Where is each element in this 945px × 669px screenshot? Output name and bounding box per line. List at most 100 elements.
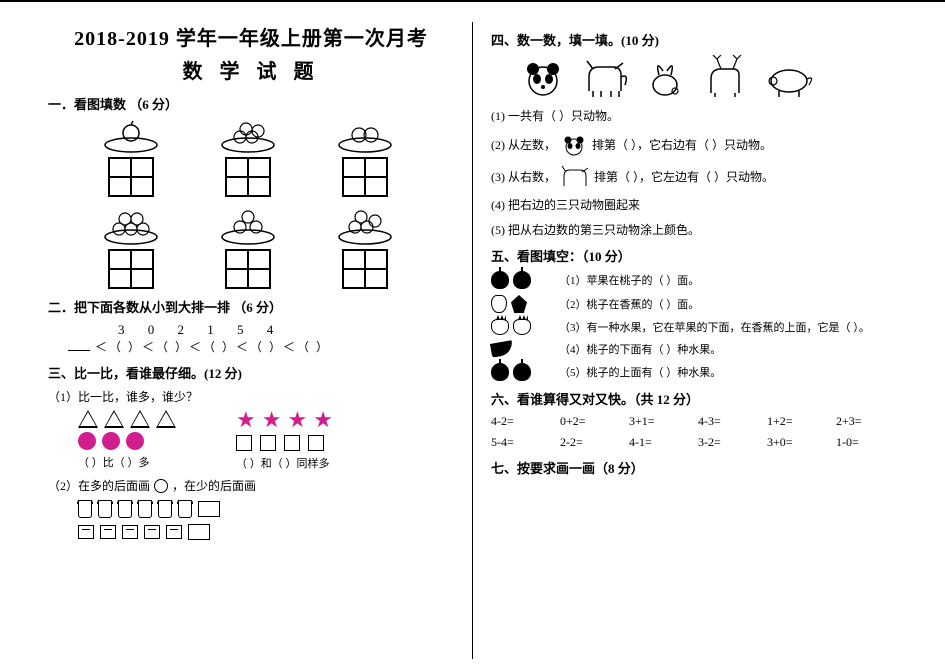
exam-page: 2018-2019 学年一年级上册第一次月考 数 学 试 题 一．看图填数 （6… xyxy=(0,0,945,669)
q3-p2-mid: ，在少的后面画 xyxy=(172,477,256,494)
square-icon xyxy=(308,435,324,451)
arith-item: 4-3= xyxy=(698,414,759,429)
circle-icon xyxy=(102,432,120,450)
circle-icon xyxy=(126,432,144,450)
q5-heading: 五、看图填空：（10 分） xyxy=(491,246,897,265)
q3-heading: 三、比一比，看谁最仔细。(12 分) xyxy=(48,363,454,382)
banana-icon xyxy=(490,340,514,358)
books-row xyxy=(78,524,454,540)
arith-item: 3+0= xyxy=(767,435,828,450)
q2-compare-line: ＜（ ）＜（ ）＜（ ）＜（ ）＜（ ） xyxy=(68,338,454,355)
apple-row-icons xyxy=(491,271,551,289)
q6-arith-grid: 4-2= 0+2= 3+1= 4-3= 1+2= 2+3= 5-4= 2-2= … xyxy=(491,414,897,450)
cup-icon xyxy=(138,500,152,518)
star-icon: ★ xyxy=(287,409,307,431)
q5-r2: （2）桃子在香蕉的（ ）面。 xyxy=(559,296,897,312)
plate-group xyxy=(205,207,292,289)
triangle-icon xyxy=(78,410,98,428)
circle-icon xyxy=(78,432,96,450)
star-row: ★ ★ ★ ★ xyxy=(236,409,333,431)
q3-left-shapes: （ ）比（ ）多 xyxy=(78,410,176,470)
cup-icon xyxy=(118,500,132,518)
q3-right-shapes: ★ ★ ★ ★ （ ）和（ ）同样多 xyxy=(236,409,333,471)
q5-r5: （5）桃子的上面有（ ）种水果。 xyxy=(559,364,897,380)
arith-item: 3+1= xyxy=(629,414,690,429)
answer-box xyxy=(198,501,220,517)
animal-row xyxy=(521,55,897,97)
arith-item: 0+2= xyxy=(560,414,621,429)
arith-item: 5-4= xyxy=(491,435,552,450)
q4-line1: (1) 一共有（ ）只动物。 xyxy=(491,107,897,124)
arith-item: 4-2= xyxy=(491,414,552,429)
q6-heading: 六、看谁算得又对又快。（共 12 分） xyxy=(491,389,897,408)
q3-p2: （2）在多的后面画 ，在少的后面画 xyxy=(48,477,454,494)
strawberry-icon xyxy=(513,319,531,335)
apple-icon xyxy=(513,363,531,381)
plate-5-icon xyxy=(101,207,161,245)
answer-box xyxy=(188,524,210,540)
cup-icon xyxy=(78,500,92,518)
q3-right-label: （ ）和（ ）同样多 xyxy=(236,455,333,471)
plate-4-icon xyxy=(218,119,278,153)
arith-item: 2+3= xyxy=(836,414,897,429)
book-icon xyxy=(144,525,160,539)
q4-heading: 四、数一数，填一填。(10 分) xyxy=(491,30,897,49)
cup-icon xyxy=(158,500,172,518)
q5-r3: （3）有一种水果，它在苹果的下面，在香蕉的上面，它是（ ）。 xyxy=(559,319,897,335)
q2-numbers: 3 0 2 1 5 4 xyxy=(118,322,454,338)
plate-1-icon xyxy=(101,119,161,153)
square-icon xyxy=(284,435,300,451)
apple-icon xyxy=(491,363,509,381)
apple-icon xyxy=(513,271,531,289)
square-icon xyxy=(236,435,252,451)
q3-left-label: （ ）比（ ）多 xyxy=(78,454,176,470)
plate-group xyxy=(88,207,175,289)
q4-l2a: (2) 从左数， xyxy=(491,136,556,153)
triangle-outline-icon xyxy=(260,480,274,492)
answer-grid xyxy=(225,249,271,289)
apple2-row-icons xyxy=(491,363,551,381)
q3-p1: （1）比一比，谁多，谁少？ xyxy=(48,388,454,405)
q2-heading: 二．把下面各数从小到大排一排 （6 分） xyxy=(48,297,454,316)
left-column: 2018-2019 学年一年级上册第一次月考 数 学 试 题 一．看图填数 （6… xyxy=(30,22,473,659)
arith-item: 4-1= xyxy=(629,435,690,450)
dog-small-icon xyxy=(560,164,590,188)
q3-cups-books xyxy=(78,500,454,540)
q4-line2: (2) 从左数， 排第（ ），它右边有（ ）只动物。 xyxy=(491,132,897,156)
answer-grid xyxy=(225,157,271,197)
plate-3-icon xyxy=(218,207,278,245)
book-icon xyxy=(122,525,138,539)
circle-row xyxy=(78,432,176,450)
square-row xyxy=(236,435,333,451)
circle-outline-icon xyxy=(154,479,168,493)
exam-title: 2018-2019 学年一年级上册第一次月考 xyxy=(48,22,454,51)
strawberry-row-icons xyxy=(491,319,551,335)
q4-line4: (4) 把右边的三只动物圈起来 xyxy=(491,196,897,213)
deer-icon xyxy=(703,55,747,97)
arith-item: 1-0= xyxy=(836,435,897,450)
arith-item: 2-2= xyxy=(560,435,621,450)
q1-plates-grid xyxy=(88,119,408,289)
q4-line5: (5) 把从右边数的第三只动物涂上颜色。 xyxy=(491,221,897,238)
banana-row-icons xyxy=(491,342,551,356)
q4-l3a: (3) 从右数， xyxy=(491,168,556,185)
two-column-layout: 2018-2019 学年一年级上册第一次月考 数 学 试 题 一．看图填数 （6… xyxy=(30,22,915,659)
star-icon: ★ xyxy=(262,409,282,431)
star-icon: ★ xyxy=(313,409,333,431)
right-column: 四、数一数，填一填。(10 分) (1) 一共有（ ）只动物。 (2) 从左数，… xyxy=(473,22,915,659)
triangle-icon xyxy=(104,410,124,428)
square-icon xyxy=(260,435,276,451)
arith-item: 3-2= xyxy=(698,435,759,450)
cups-row xyxy=(78,500,454,518)
strawberry-icon xyxy=(491,319,509,335)
apple-icon xyxy=(491,271,509,289)
rabbit-icon xyxy=(645,57,685,97)
q3-p2-prefix: （2）在多的后面画 xyxy=(48,477,150,494)
plate-4b-icon xyxy=(335,207,395,245)
plate-group xyxy=(205,119,292,197)
q4-line3: (3) 从右数， 排第（ ），它左边有（ ）只动物。 xyxy=(491,164,897,188)
answer-grid xyxy=(342,249,388,289)
panda-icon xyxy=(521,57,565,97)
answer-grid xyxy=(108,249,154,289)
q7-heading: 七、按要求画一画（8 分） xyxy=(491,458,897,477)
